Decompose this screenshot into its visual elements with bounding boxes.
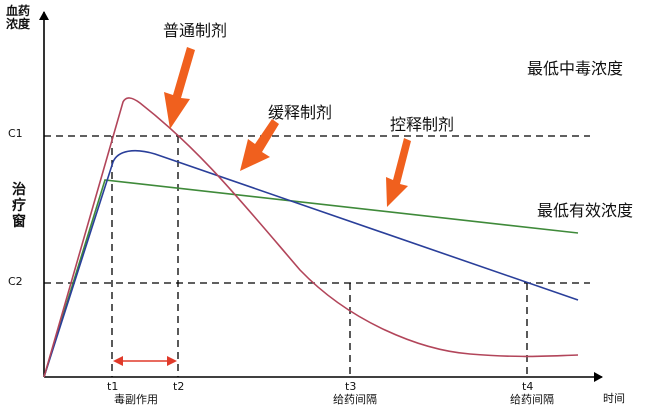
y-axis-label-line-1: 血药 <box>6 4 31 18</box>
tick-t3: t3 <box>345 380 357 393</box>
side-effect-span-arrow <box>113 356 177 366</box>
window-label-char-3: 窗 <box>12 214 26 230</box>
min-effective-concentration-label: 最低有效浓度 <box>537 201 634 220</box>
sustained-release-label: 缓释制剂 <box>268 103 333 122</box>
dosing-interval-label-1: 给药间隔 <box>333 393 377 406</box>
sustained-release-curve <box>43 149 579 378</box>
standard-formulation-label: 普通制剂 <box>163 21 228 40</box>
therapeutic-window-label: 治 疗 窗 <box>12 182 26 230</box>
tick-t2: t2 <box>173 380 185 393</box>
controlled-pointer-arrow <box>386 138 411 207</box>
window-label-char-2: 疗 <box>12 198 26 214</box>
y-axis-label-line-2: 浓度 <box>6 17 31 31</box>
controlled-release-label: 控释制剂 <box>390 115 455 134</box>
tick-t1: t1 <box>107 380 119 393</box>
max-safe-concentration-label: 最低中毒浓度 <box>527 59 624 78</box>
sustained-pointer-arrow <box>240 119 279 171</box>
x-axis-label: 时间 <box>603 392 625 405</box>
y-axis-label: 血药 浓度 <box>6 5 30 31</box>
tick-t4: t4 <box>522 380 534 393</box>
side-effect-label: 毒副作用 <box>114 393 158 406</box>
controlled-release-curve <box>43 179 579 378</box>
dosing-interval-label-2: 给药间隔 <box>510 393 554 406</box>
standard-pointer-arrow <box>164 47 195 129</box>
standard-release-curve <box>43 97 579 378</box>
window-label-char-1: 治 <box>12 182 26 198</box>
c1-level-label: C1 <box>8 127 23 140</box>
c2-level-label: C2 <box>8 275 23 288</box>
